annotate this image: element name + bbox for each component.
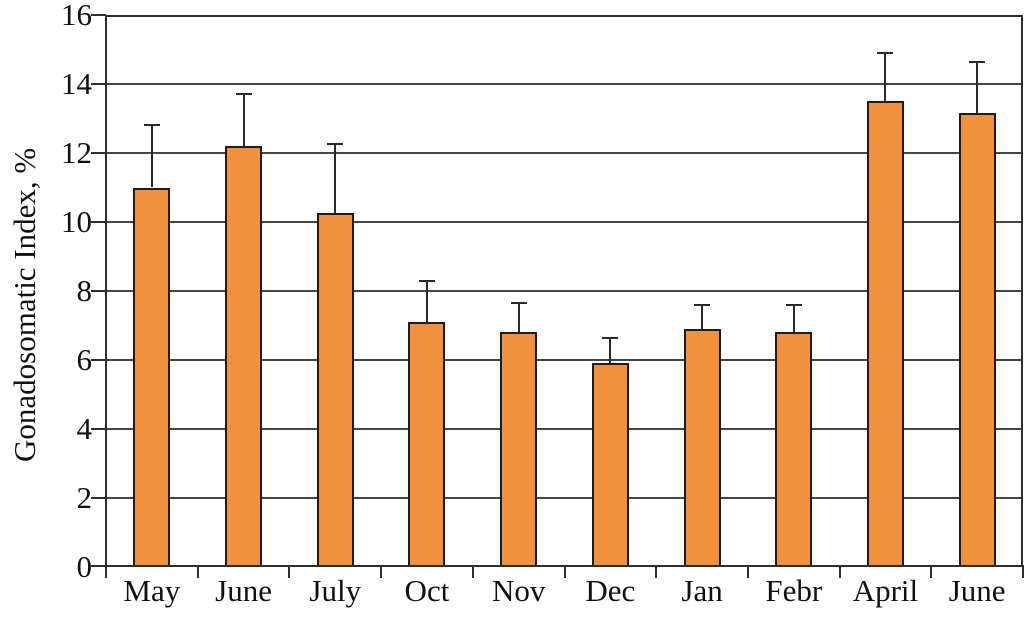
error-bar-whisker [425, 280, 428, 323]
x-tick-mark [746, 565, 749, 578]
x-tick-mark [288, 565, 291, 578]
gridline [106, 428, 1023, 430]
y-tick-label: 4 [76, 411, 93, 446]
x-tick-mark [196, 565, 199, 578]
x-tick-mark [1022, 565, 1024, 578]
plot-top-border [106, 15, 1023, 17]
y-tick-label: 0 [76, 549, 93, 584]
y-tick-mark [91, 565, 106, 567]
error-bar-whisker [242, 94, 245, 147]
bar-april-8 [866, 101, 904, 567]
y-tick-mark [91, 428, 106, 430]
gridline [106, 221, 1023, 223]
x-axis-label: April [852, 573, 919, 608]
x-axis-label: Febr [765, 573, 823, 608]
x-tick-mark [655, 565, 658, 578]
error-bar-whisker [792, 304, 795, 333]
bar-oct-3 [408, 322, 446, 567]
error-bar-whisker [701, 304, 704, 329]
x-axis-label: Dec [585, 573, 636, 608]
plot-area [91, 14, 1024, 578]
error-bar-cap [785, 303, 802, 306]
x-tick-mark [838, 565, 841, 578]
gridline [106, 497, 1023, 499]
gridline [106, 152, 1023, 154]
bar-nov-4 [500, 332, 538, 567]
y-tick-label: 2 [76, 480, 93, 515]
error-bar-whisker [884, 52, 887, 102]
y-tick-mark [91, 152, 106, 154]
y-tick-mark [91, 497, 106, 499]
error-bar-cap [327, 143, 344, 146]
error-bar-whisker [517, 303, 520, 333]
error-bar-whisker [609, 337, 612, 364]
x-tick-mark [563, 565, 566, 578]
bar-may-0 [133, 187, 171, 567]
gridline [106, 359, 1023, 361]
gridline [106, 290, 1023, 292]
x-tick-mark [380, 565, 383, 578]
y-tick-label: 16 [61, 0, 92, 32]
error-bar-whisker [150, 125, 153, 188]
error-bar-whisker [334, 144, 337, 214]
x-axis-label: Jan [681, 573, 723, 608]
bar-june-1 [225, 146, 263, 567]
x-axis-label: June [215, 573, 272, 608]
y-tick-mark [91, 83, 106, 85]
x-axis-label: Nov [491, 573, 546, 608]
bar-july-2 [316, 213, 354, 567]
error-bar-cap [694, 303, 711, 306]
bar-june-9 [958, 113, 996, 567]
y-tick-label: 10 [61, 204, 92, 239]
x-tick-mark [930, 565, 933, 578]
error-bar-whisker [976, 61, 979, 114]
y-tick-label: 12 [61, 135, 92, 170]
error-bar-cap [418, 279, 435, 282]
error-bar-cap [143, 124, 160, 127]
gridline [106, 83, 1023, 85]
y-tick-mark [91, 359, 106, 361]
y-axis-line [105, 15, 107, 567]
y-tick-label: 8 [76, 273, 93, 308]
x-axis-label: Oct [404, 573, 450, 608]
x-tick-mark [471, 565, 474, 578]
error-bar-cap [510, 302, 527, 305]
x-axis-label: June [948, 573, 1006, 608]
x-tick-mark [105, 565, 107, 578]
plot-right-border [1021, 15, 1023, 567]
bar-jan-6 [683, 328, 721, 567]
bar-febr-7 [775, 332, 813, 567]
bar-dec-5 [591, 363, 629, 567]
error-bar-cap [602, 336, 619, 339]
error-bar-cap [969, 60, 986, 63]
y-tick-label: 14 [61, 66, 92, 101]
y-tick-mark [91, 14, 106, 16]
y-tick-mark [91, 290, 106, 292]
error-bar-cap [235, 93, 252, 96]
x-axis-label: July [309, 573, 362, 608]
error-bar-cap [877, 51, 894, 54]
y-tick-label: 6 [76, 342, 93, 377]
y-tick-mark [91, 221, 106, 223]
x-axis-label: May [123, 573, 181, 608]
